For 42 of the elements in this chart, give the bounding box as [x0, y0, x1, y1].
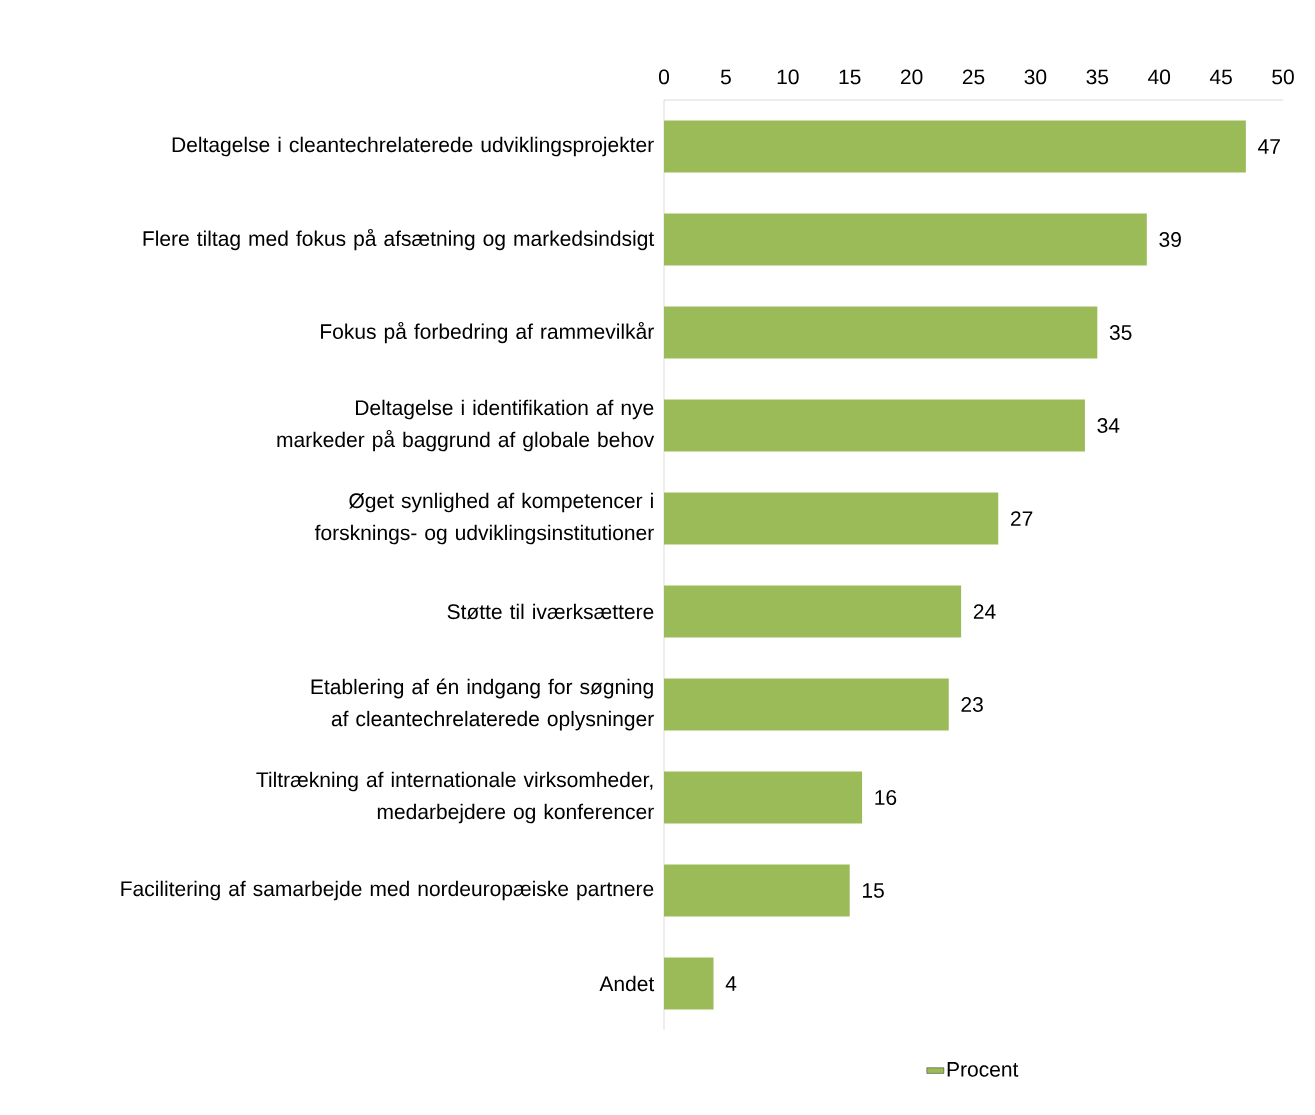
x-tick-label: 10: [777, 69, 799, 85]
y-tick-label: Deltagelse i cleantechrelaterede udviklingsprojekter: [172, 136, 654, 157]
x-tick-label: 20: [900, 69, 923, 85]
y-tick-label: Fokus på forbedring af rammevilkår: [321, 321, 654, 344]
bar: [664, 213, 1147, 266]
y-tick-label: Andet: [599, 975, 655, 992]
x-tick-label: 15: [839, 69, 861, 85]
bar: [664, 306, 1098, 359]
y-tick-label: Flere tiltag med fokus på afsætning og markedsindsigt: [143, 228, 655, 251]
data-label: 39: [1159, 232, 1181, 247]
bar: [664, 957, 714, 1010]
x-tick-label: 45: [1209, 69, 1232, 85]
data-label: 23: [961, 697, 983, 712]
legend-label: Procent: [947, 1062, 1019, 1077]
bar: [664, 120, 1246, 173]
bar: [664, 864, 850, 917]
data-label: 47: [1258, 139, 1280, 154]
x-tick-label: 50: [1272, 69, 1294, 85]
data-label: 24: [973, 604, 996, 619]
y-tick-label: Støtte til iværksættere: [447, 603, 654, 620]
data-label: 4: [725, 976, 737, 991]
bar: [664, 492, 999, 545]
x-tick-label: 40: [1148, 69, 1171, 85]
x-tick-label: 5: [720, 69, 731, 85]
data-label: 27: [1011, 511, 1033, 526]
x-tick-label: 35: [1086, 69, 1109, 85]
y-tick-label: Øget synlighed af kompetencer i forsknings- og udviklingsinstitutioner: [314, 492, 654, 545]
bar: [664, 585, 962, 638]
data-label: 16: [875, 790, 897, 805]
y-tick-label: Tiltrækning af internationale virksomheder, medarbejdere og konferencer: [256, 771, 654, 824]
data-label: 34: [1097, 418, 1120, 433]
x-tick-label: 0: [658, 69, 670, 85]
bar: [664, 771, 863, 824]
x-tick-label: 30: [1024, 69, 1047, 85]
y-tick-label: Facilitering af samarbejde med nordeuropæiske partnere: [121, 880, 654, 901]
y-tick-label: Etablering af én indgang for søgning af cleantechrelaterede oplysninger: [311, 678, 654, 731]
data-label: 35: [1109, 325, 1132, 340]
bar: [664, 678, 949, 731]
bar: [664, 399, 1085, 452]
x-tick-label: 25: [962, 69, 985, 85]
y-tick-label: Deltagelse i identifikation af nye markeder på baggrund af globale behov: [277, 399, 655, 452]
data-label: 15: [862, 883, 884, 898]
